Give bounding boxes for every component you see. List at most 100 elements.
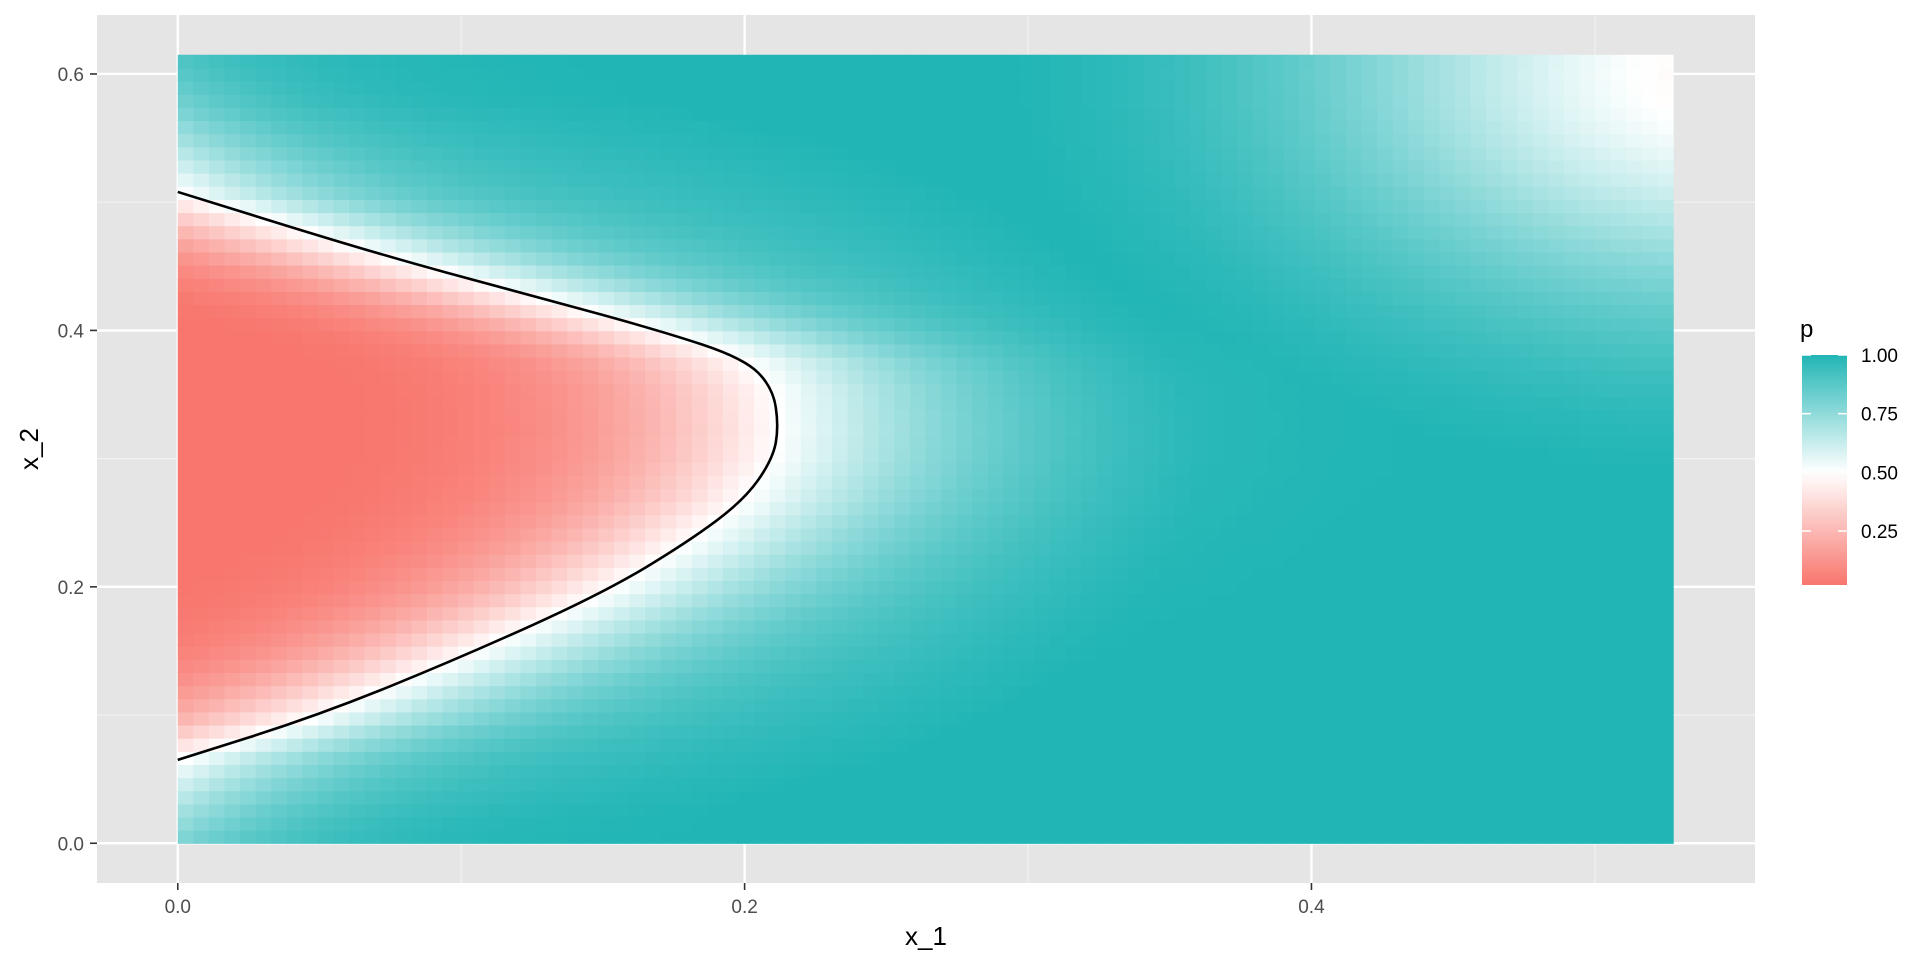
heatmap-tile [785, 633, 801, 647]
heatmap-tile [754, 791, 770, 805]
heatmap-tile [1128, 344, 1144, 358]
heatmap-tile [941, 620, 957, 634]
heatmap-tile [1112, 278, 1128, 292]
heatmap-tile [801, 764, 817, 778]
heatmap-tile [225, 528, 241, 542]
heatmap-tile [552, 226, 568, 240]
heatmap-tile [349, 278, 365, 292]
heatmap-tile [411, 344, 427, 358]
heatmap-tile [458, 475, 474, 489]
heatmap-tile [1175, 396, 1191, 410]
heatmap-tile [583, 357, 599, 371]
heatmap-tile [894, 134, 910, 148]
heatmap-tile [894, 147, 910, 161]
heatmap-tile [645, 712, 661, 726]
heatmap-tile [240, 344, 256, 358]
heatmap-tile [1424, 620, 1440, 634]
heatmap-tile [723, 436, 739, 450]
heatmap-tile [1284, 686, 1300, 700]
heatmap-tile [910, 462, 926, 476]
heatmap-tile [1377, 134, 1393, 148]
heatmap-tile [1190, 449, 1206, 463]
heatmap-tile [598, 633, 614, 647]
heatmap-tile [1268, 81, 1284, 95]
heatmap-tile [785, 147, 801, 161]
heatmap-tile [707, 318, 723, 332]
heatmap-tile [770, 633, 786, 647]
heatmap-tile [801, 357, 817, 371]
heatmap-tile [271, 226, 287, 240]
heatmap-tile [1206, 804, 1222, 818]
heatmap-tile [1362, 449, 1378, 463]
heatmap-tile [785, 699, 801, 713]
heatmap-tile [520, 186, 536, 200]
heatmap-tile [1424, 94, 1440, 108]
heatmap-tile [1019, 383, 1035, 397]
heatmap-tile [365, 68, 381, 82]
heatmap-tile [380, 370, 396, 384]
heatmap-tile [178, 488, 194, 502]
heatmap-tile [770, 699, 786, 713]
heatmap-tile [505, 212, 521, 226]
heatmap-tile [1206, 659, 1222, 673]
heatmap-tile [1190, 699, 1206, 713]
heatmap-tile [1424, 712, 1440, 726]
heatmap-tile [1190, 357, 1206, 371]
heatmap-tile [1237, 541, 1253, 555]
heatmap-tile [1159, 160, 1175, 174]
heatmap-tile [1299, 699, 1315, 713]
heatmap-tile [832, 410, 848, 424]
heatmap-tile [1221, 607, 1237, 621]
heatmap-tile [1455, 278, 1471, 292]
heatmap-tile [302, 383, 318, 397]
heatmap-tile [1268, 331, 1284, 345]
heatmap-tile [1424, 488, 1440, 502]
heatmap-tile [645, 764, 661, 778]
heatmap-tile [723, 594, 739, 608]
heatmap-tile [848, 81, 864, 95]
heatmap-tile [629, 107, 645, 121]
heatmap-tile [770, 265, 786, 279]
heatmap-tile [1393, 147, 1409, 161]
heatmap-tile [318, 462, 334, 476]
heatmap-tile [988, 186, 1004, 200]
heatmap-tile [1128, 778, 1144, 792]
heatmap-tile [287, 738, 303, 752]
heatmap-tile [879, 147, 895, 161]
heatmap-tile [193, 410, 209, 424]
heatmap-tile [1299, 173, 1315, 187]
heatmap-tile [1455, 778, 1471, 792]
heatmap-tile [941, 134, 957, 148]
heatmap-tile [770, 462, 786, 476]
heatmap-tile [816, 475, 832, 489]
heatmap-tile [474, 738, 490, 752]
heatmap-tile [1299, 751, 1315, 765]
heatmap-tile [240, 120, 256, 134]
heatmap-tile [349, 107, 365, 121]
heatmap-tile [536, 265, 552, 279]
heatmap-tile [334, 541, 350, 555]
heatmap-tile [552, 738, 568, 752]
heatmap-tile [520, 580, 536, 594]
heatmap-tile [661, 515, 677, 529]
heatmap-tile [427, 791, 443, 805]
heatmap-tile [209, 620, 225, 634]
heatmap-tile [614, 199, 630, 213]
heatmap-tile [910, 173, 926, 187]
heatmap-tile [879, 778, 895, 792]
heatmap-tile [1330, 134, 1346, 148]
heatmap-tile [380, 134, 396, 148]
heatmap-tile [536, 646, 552, 660]
heatmap-tile [879, 659, 895, 673]
heatmap-tile [754, 199, 770, 213]
heatmap-tile [1190, 594, 1206, 608]
heatmap-tile [427, 423, 443, 437]
heatmap-tile [1144, 659, 1160, 673]
heatmap-tile [739, 699, 755, 713]
heatmap-tile [1424, 81, 1440, 95]
heatmap-tile [1284, 633, 1300, 647]
heatmap-tile [692, 107, 708, 121]
heatmap-tile [1315, 212, 1331, 226]
heatmap-tile [302, 672, 318, 686]
heatmap-tile [178, 475, 194, 489]
